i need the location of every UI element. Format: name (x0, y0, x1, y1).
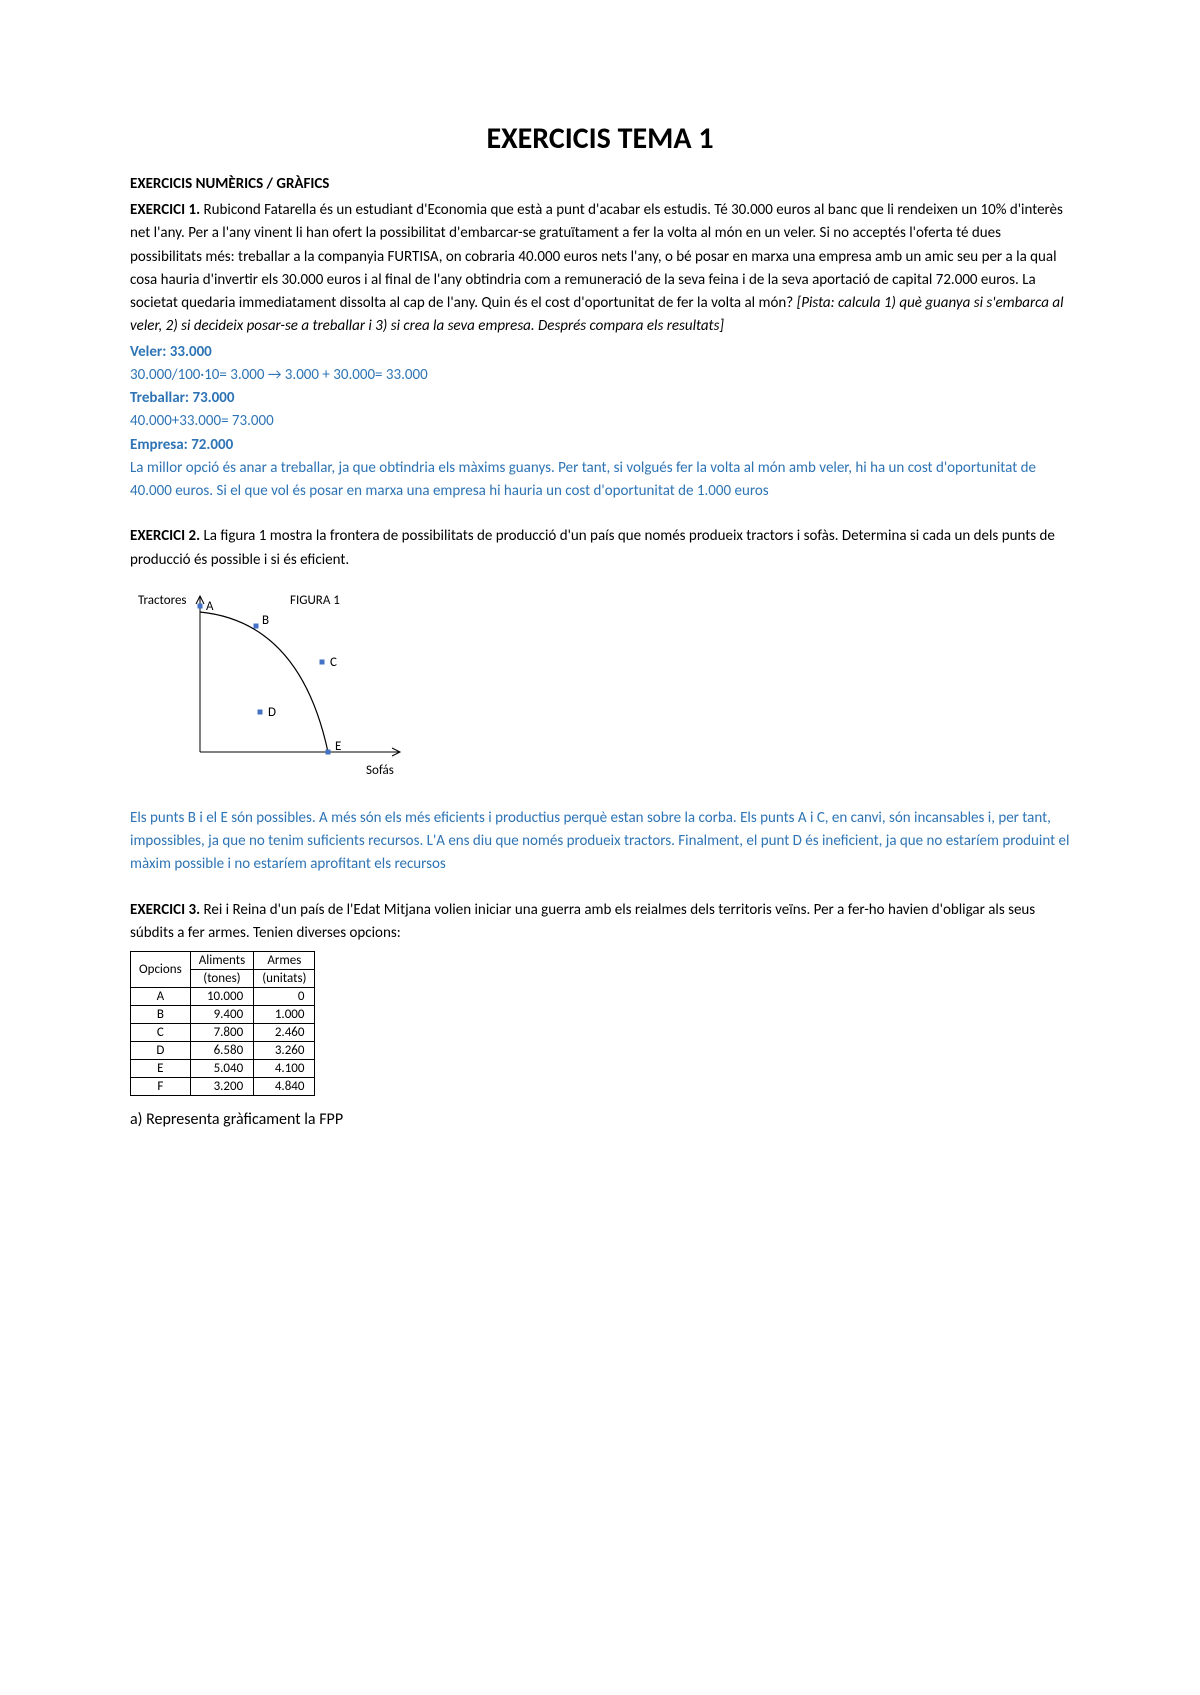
figure-1-chart: Tractores Sofás FIGURA 1 A B C D E (130, 582, 1070, 797)
svg-text:C: C (330, 655, 337, 670)
cell-arms: 4.100 (254, 1060, 315, 1078)
exercise-2-body: La figura 1 mostra la frontera de possib… (130, 527, 1055, 568)
cell-option: C (131, 1024, 191, 1042)
cell-arms: 4.840 (254, 1078, 315, 1096)
page-title: EXERCICIS TEMA 1 (130, 120, 1070, 157)
table-row: C7.8002.460 (131, 1024, 315, 1042)
cell-arms: 1.000 (254, 1006, 315, 1024)
exercise-3-label: EXERCICI 3. (130, 901, 200, 919)
cell-food: 9.400 (190, 1006, 254, 1024)
svg-text:Sofás: Sofás (366, 763, 394, 778)
cell-food: 6.580 (190, 1042, 254, 1060)
ppf-svg: Tractores Sofás FIGURA 1 A B C D E (130, 582, 470, 792)
cell-food: 5.040 (190, 1060, 254, 1078)
answer-empresa-label: Empresa: 72.000 (130, 434, 1070, 457)
options-table: Opcions Aliments Armes (tones) (unitats)… (130, 951, 315, 1096)
answer-veler-calc: 30.000/100·10= 3.000 → 3.000 + 30.000= 3… (130, 364, 1070, 387)
cell-option: A (131, 988, 191, 1006)
section-subtitle: EXERCICIS NUMÈRICS / GRÀFICS (130, 175, 1070, 193)
exercise-2-label: EXERCICI 2. (130, 527, 200, 545)
svg-text:FIGURA 1: FIGURA 1 (290, 593, 340, 608)
exercise-1-text: EXERCICI 1. Rubicond Fatarella és un est… (130, 199, 1070, 339)
svg-text:B: B (262, 613, 269, 628)
table-row: E5.0404.100 (131, 1060, 315, 1078)
answer-treballar-label: Treballar: 73.000 (130, 387, 1070, 410)
th-aliments: Aliments (190, 952, 254, 970)
answer-veler-label: Veler: 33.000 (130, 341, 1070, 364)
cell-arms: 2.460 (254, 1024, 315, 1042)
cell-option: E (131, 1060, 191, 1078)
cell-option: B (131, 1006, 191, 1024)
exercise-3-text: EXERCICI 3. Rei i Reina d'un país de l'E… (130, 899, 1070, 946)
cell-food: 7.800 (190, 1024, 254, 1042)
exercise-2-answer: Els punts B i el E són possibles. A més … (130, 807, 1070, 877)
th-opcions: Opcions (131, 952, 191, 988)
cell-arms: 3.260 (254, 1042, 315, 1060)
svg-text:A: A (206, 599, 214, 614)
answer-conclusion: La millor opció és anar a treballar, ja … (130, 457, 1070, 504)
table-row: B9.4001.000 (131, 1006, 315, 1024)
answer-treballar-calc: 40.000+33.000= 73.000 (130, 410, 1070, 433)
exercise-2-text: EXERCICI 2. La figura 1 mostra la fronte… (130, 525, 1070, 572)
svg-text:E: E (335, 739, 341, 754)
cell-food: 3.200 (190, 1078, 254, 1096)
svg-text:D: D (268, 705, 276, 720)
th-armes-unit: (unitats) (254, 970, 315, 988)
exercise-3-body: Rei i Reina d'un país de l'Edat Mitjana … (130, 901, 1035, 942)
exercise-1-label: EXERCICI 1. (130, 201, 200, 219)
th-armes: Armes (254, 952, 315, 970)
table-row: F3.2004.840 (131, 1078, 315, 1096)
cell-option: D (131, 1042, 191, 1060)
cell-food: 10.000 (190, 988, 254, 1006)
th-aliments-unit: (tones) (190, 970, 254, 988)
cell-arms: 0 (254, 988, 315, 1006)
exercise-3-question-a: a) Representa gràficament la FPP (130, 1110, 1070, 1129)
cell-option: F (131, 1078, 191, 1096)
table-row: D6.5803.260 (131, 1042, 315, 1060)
table-row: A10.0000 (131, 988, 315, 1006)
svg-text:Tractores: Tractores (138, 593, 187, 608)
